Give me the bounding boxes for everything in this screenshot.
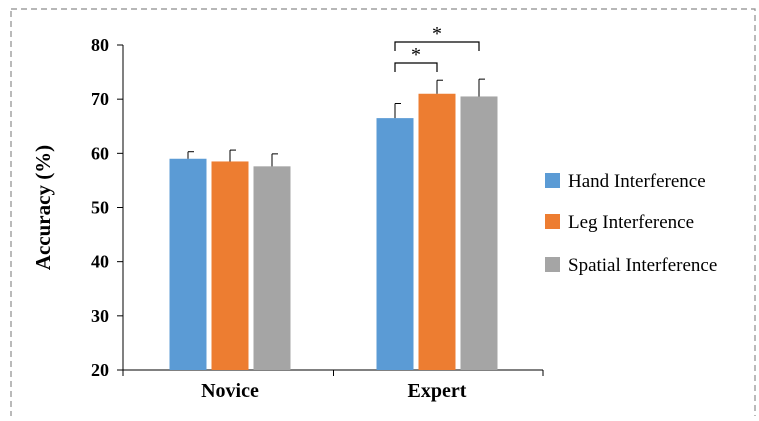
x-category-label: Novice — [201, 380, 259, 402]
y-tick-label: 80 — [91, 35, 109, 55]
bar — [418, 93, 456, 370]
legend-swatch — [545, 214, 560, 229]
chart-frame — [10, 8, 756, 421]
legend-label: Leg Interference — [568, 212, 694, 233]
significance-marker: * — [432, 23, 442, 45]
legend-label: Spatial Interference — [568, 255, 717, 276]
y-tick-label: 50 — [91, 198, 109, 218]
significance-marker: * — [411, 44, 421, 66]
y-tick-label: 20 — [91, 360, 109, 380]
y-tick-label: 60 — [91, 143, 109, 163]
bar — [376, 118, 414, 370]
bar — [253, 166, 291, 370]
bar — [211, 161, 249, 370]
y-tick-label: 70 — [91, 89, 109, 109]
x-category-label: Expert — [408, 380, 467, 402]
y-axis-title: Accuracy (%) — [31, 145, 55, 270]
legend-swatch — [545, 173, 560, 188]
bar — [460, 96, 498, 370]
y-tick-label: 40 — [91, 252, 109, 272]
legend-label: Hand Interference — [568, 171, 706, 192]
significance-bracket — [394, 41, 480, 51]
bar — [169, 158, 207, 370]
legend-swatch — [545, 257, 560, 272]
y-tick-label: 30 — [91, 306, 109, 326]
significance-bracket — [394, 62, 438, 72]
